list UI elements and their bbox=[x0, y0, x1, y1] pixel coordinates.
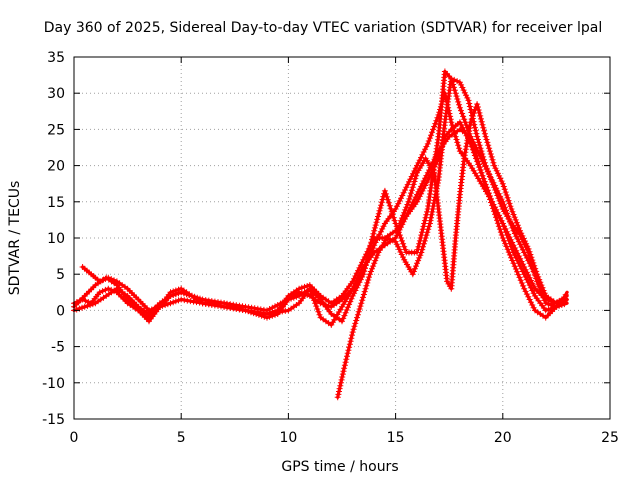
y-tick-label: 25 bbox=[47, 122, 65, 138]
y-tick-label: 20 bbox=[47, 159, 65, 175]
axis-ticks: 0 5 10 15 20 25 -15 -10 -5 0 5 10 15 20 25 30 35 bbox=[42, 50, 619, 446]
x-tick-label: 20 bbox=[494, 430, 512, 446]
x-tick-label: 25 bbox=[601, 430, 619, 446]
plus-markers bbox=[79, 68, 568, 325]
plus-markers bbox=[396, 101, 569, 307]
series-track-6 bbox=[396, 101, 569, 307]
y-tick-label: 10 bbox=[47, 231, 65, 247]
x-tick-label: 5 bbox=[177, 430, 186, 446]
data-series bbox=[71, 68, 569, 401]
y-axis-label: SDTVAR / TECUs bbox=[7, 181, 23, 296]
x-tick-label: 0 bbox=[70, 430, 79, 446]
y-tick-label: 35 bbox=[47, 50, 65, 66]
x-tick-label: 15 bbox=[387, 430, 405, 446]
y-tick-label: 5 bbox=[56, 267, 65, 283]
y-tick-label: -5 bbox=[51, 340, 65, 356]
series-track-4 bbox=[79, 68, 569, 325]
x-axis-label: GPS time / hours bbox=[281, 459, 398, 475]
series-track-2 bbox=[71, 126, 569, 321]
series-trace bbox=[81, 69, 569, 323]
y-tick-label: -15 bbox=[42, 412, 65, 428]
y-tick-label: -10 bbox=[42, 376, 65, 392]
y-tick-label: 15 bbox=[47, 195, 65, 211]
x-tick-label: 10 bbox=[279, 430, 297, 446]
plus-markers bbox=[71, 126, 568, 321]
y-tick-label: 0 bbox=[56, 303, 65, 319]
chart-title: Day 360 of 2025, Sidereal Day-to-day VTE… bbox=[44, 20, 602, 36]
y-tick-label: 30 bbox=[47, 86, 65, 102]
grid bbox=[74, 57, 610, 419]
